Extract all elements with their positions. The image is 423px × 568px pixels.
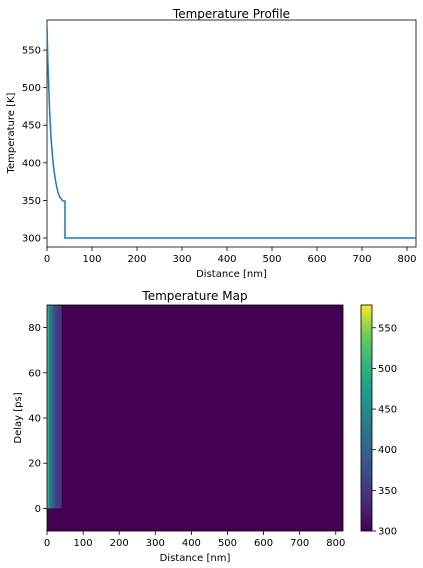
- x-tick-label: 0: [44, 254, 50, 265]
- heatmap-cell: [49, 305, 51, 509]
- temperature-profile-plot: Temperature Profile 0 100 200 300 400 500 600 7…: [6, 7, 417, 280]
- x-axis-label: Distance [nm]: [160, 553, 231, 564]
- x-tick-label: 0: [44, 538, 50, 549]
- x-tick-label: 100: [74, 538, 93, 549]
- y-tick-label: 400: [22, 158, 41, 169]
- y-tick-label: 20: [28, 459, 41, 470]
- chart-title: Temperature Map: [141, 289, 247, 303]
- heatmap-cell: [47, 305, 49, 509]
- y-axis-ticks: 300 350 400 450 500 550: [22, 46, 47, 244]
- x-axis-label: Distance [nm]: [196, 269, 267, 280]
- x-tick-label: 700: [352, 254, 371, 265]
- temperature-map-plot: Temperature Map 0 100 200 300 400 500 600 700 80…: [13, 289, 397, 564]
- x-tick-label: 600: [254, 538, 273, 549]
- x-tick-label: 300: [172, 254, 191, 265]
- x-tick-label: 400: [217, 254, 236, 265]
- heatmap-cells: [47, 305, 62, 509]
- plot-area-frame: [46, 19, 417, 248]
- colorbar: 300 350 400 450 500 550: [360, 304, 397, 538]
- heatmap-cell: [59, 305, 62, 509]
- heatmap-cell: [54, 305, 58, 509]
- x-tick-label: 800: [326, 538, 345, 549]
- y-tick-label: 300: [22, 233, 41, 244]
- heatmap-background: [47, 305, 343, 531]
- colorbar-ticks: 300 350 400 450 500 550: [372, 323, 397, 538]
- y-axis-label: Temperature [K]: [6, 92, 17, 174]
- colorbar-tick-label: 350: [378, 486, 397, 497]
- heatmap-cell: [53, 305, 56, 509]
- colorbar-tick-label: 500: [378, 364, 397, 375]
- heatmap-cell: [48, 305, 50, 509]
- heatmap-cell: [47, 305, 49, 509]
- y-tick-label: 40: [28, 414, 41, 425]
- colorbar-tick-label: 550: [378, 323, 397, 334]
- x-tick-label: 300: [146, 538, 165, 549]
- x-tick-label: 500: [218, 538, 237, 549]
- heatmap-cell: [52, 305, 54, 509]
- x-tick-label: 200: [110, 538, 129, 549]
- colorbar-tick-label: 300: [378, 527, 397, 538]
- colorbar-ramp: [360, 304, 373, 532]
- colorbar-tick-label: 450: [378, 405, 397, 416]
- x-tick-label: 100: [82, 254, 101, 265]
- y-tick-label: 550: [22, 46, 41, 57]
- y-tick-label: 80: [28, 323, 41, 334]
- y-tick-label: 500: [22, 83, 41, 94]
- x-tick-label: 200: [127, 254, 146, 265]
- y-tick-label: 350: [22, 196, 41, 207]
- chart-title: Temperature Profile: [172, 7, 290, 21]
- y-axis-ticks: 0 20 40 60 80: [28, 323, 47, 515]
- series-line: [46, 27, 416, 239]
- x-tick-label: 500: [262, 254, 281, 265]
- heatmap-cell: [50, 305, 53, 509]
- y-tick-label: 60: [28, 368, 41, 379]
- heatmap-cell: [49, 305, 51, 509]
- x-axis-ticks: 0 100 200 300 400 500 600 700 800: [44, 531, 345, 549]
- x-tick-label: 800: [397, 254, 416, 265]
- y-tick-label: 450: [22, 121, 41, 132]
- colorbar-tick-label: 400: [378, 445, 397, 456]
- x-tick-label: 700: [290, 538, 309, 549]
- x-tick-label: 400: [182, 538, 201, 549]
- x-axis-ticks: 0 100 200 300 400 500 600 700 800: [44, 247, 417, 265]
- heatmap-cell: [57, 305, 60, 509]
- y-axis-label: Delay [ps]: [13, 392, 24, 443]
- y-tick-label: 0: [35, 504, 41, 515]
- x-tick-label: 600: [307, 254, 326, 265]
